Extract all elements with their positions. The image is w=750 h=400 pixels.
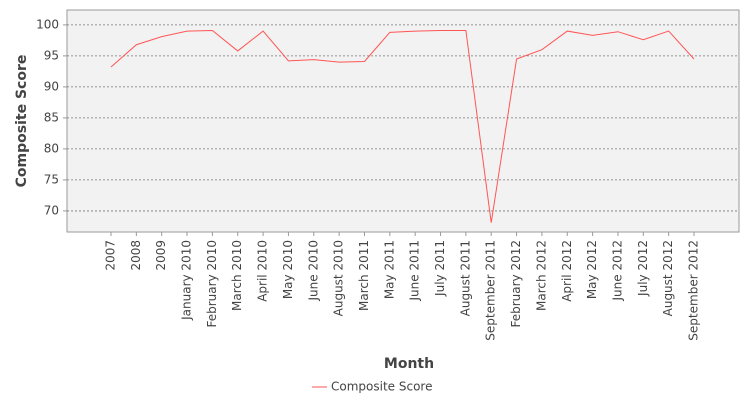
y-tick-label: 95 <box>44 48 59 62</box>
x-tick-label: June 2010 <box>306 240 320 302</box>
x-tick-label: September 2011 <box>484 240 498 341</box>
x-tick-label: April 2012 <box>560 240 574 302</box>
y-tick-label: 75 <box>44 172 59 186</box>
x-tick-label: June 2011 <box>408 240 422 302</box>
x-tick-label: March 2011 <box>357 240 371 311</box>
x-tick-label: February 2010 <box>205 240 219 328</box>
plot-area <box>66 9 740 233</box>
y-tick-label: 80 <box>44 141 59 155</box>
x-tick-label: 2008 <box>129 240 143 271</box>
y-tick-label: 100 <box>36 17 59 31</box>
x-tick-label: August 2011 <box>458 240 472 316</box>
x-tick-label: April 2010 <box>256 240 270 302</box>
x-tick-label: May 2012 <box>585 240 599 299</box>
y-axis-title: Composite Score <box>14 55 30 188</box>
x-tick-label: January 2010 <box>180 240 194 321</box>
x-tick-label: July 2011 <box>433 240 447 297</box>
x-tick-label: February 2012 <box>509 240 523 328</box>
x-tick-label: May 2011 <box>382 240 396 299</box>
x-tick-label: 2007 <box>104 240 118 271</box>
legend-label: Composite Score <box>331 380 432 394</box>
x-tick-label: September 2012 <box>687 240 701 341</box>
x-tick-label: March 2010 <box>230 240 244 311</box>
y-tick-label: 70 <box>44 203 59 217</box>
y-tick-label: 85 <box>44 110 59 124</box>
x-tick-label: 2009 <box>154 240 168 271</box>
x-tick-label: June 2012 <box>610 240 624 302</box>
x-tick-label: May 2010 <box>281 240 295 299</box>
y-tick-label: 90 <box>44 79 59 93</box>
x-tick-label: July 2012 <box>636 240 650 297</box>
x-tick-label: August 2012 <box>661 240 675 316</box>
x-axis-title: Month <box>384 356 434 372</box>
line <box>110 29 695 223</box>
x-tick-label: March 2012 <box>534 240 548 311</box>
x-tick-label: August 2010 <box>332 240 346 316</box>
